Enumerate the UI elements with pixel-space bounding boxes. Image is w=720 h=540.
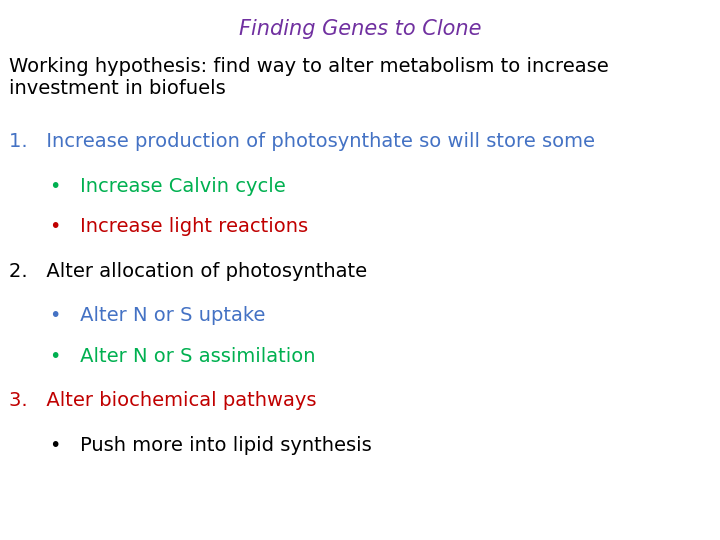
Text: •   Increase light reactions: • Increase light reactions xyxy=(50,217,309,236)
Text: Working hypothesis: find way to alter metabolism to increase
investment in biofu: Working hypothesis: find way to alter me… xyxy=(9,57,608,98)
Text: 2.   Alter allocation of photosynthate: 2. Alter allocation of photosynthate xyxy=(9,262,366,281)
Text: •   Alter N or S uptake: • Alter N or S uptake xyxy=(50,306,266,325)
Text: 1.   Increase production of photosynthate so will store some: 1. Increase production of photosynthate … xyxy=(9,132,595,151)
Text: 3.   Alter biochemical pathways: 3. Alter biochemical pathways xyxy=(9,392,316,410)
Text: •   Increase Calvin cycle: • Increase Calvin cycle xyxy=(50,177,286,196)
Text: •   Push more into lipid synthesis: • Push more into lipid synthesis xyxy=(50,436,372,455)
Text: •   Alter N or S assimilation: • Alter N or S assimilation xyxy=(50,347,316,366)
Text: Finding Genes to Clone: Finding Genes to Clone xyxy=(239,19,481,39)
